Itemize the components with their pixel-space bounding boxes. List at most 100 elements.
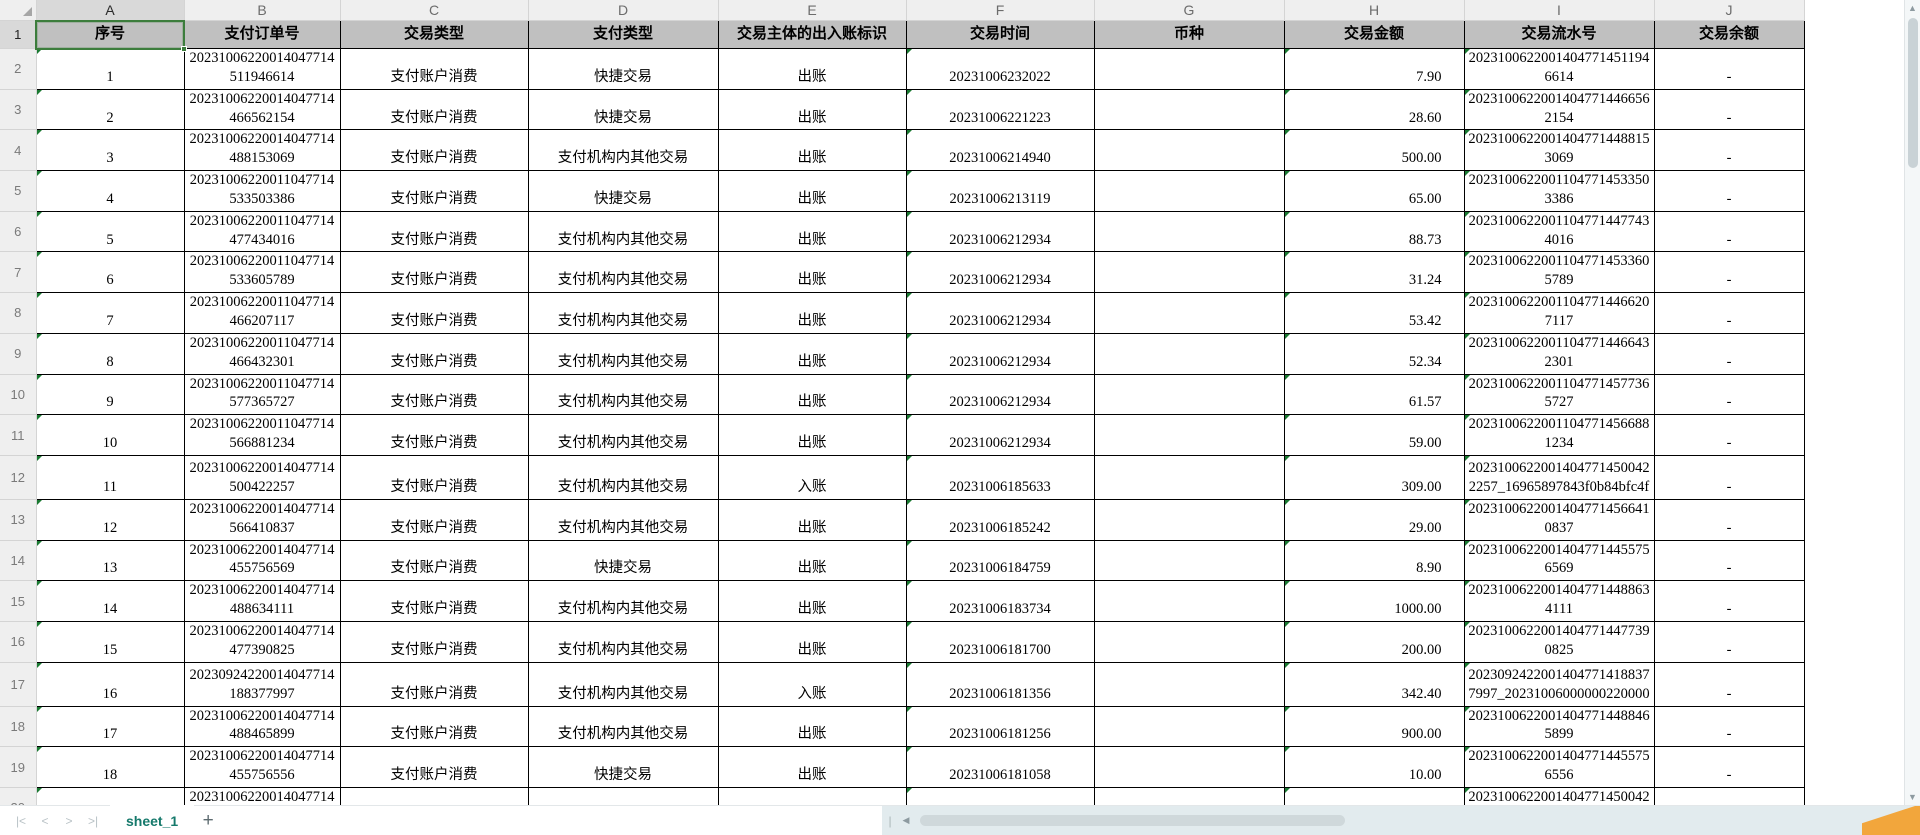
cell-seq[interactable]: 2 [35,88,185,131]
cell-txn-type[interactable]: 支付账户消费 [339,414,529,456]
row-number-19[interactable]: 19 [0,746,37,788]
cell-order-no[interactable]: 20231006220011047714466432301 [183,332,341,375]
cell-balance[interactable]: - [1653,48,1805,90]
cell-pay-type[interactable]: 支付机构内其他交易 [527,580,719,622]
cell-currency[interactable] [1093,48,1285,90]
cell-direction[interactable]: 出账 [717,620,907,663]
cell-amount[interactable]: 61.57 [1283,373,1465,416]
cell-serial-no[interactable]: 20231006220014047714466562154 [1463,88,1655,131]
cell-direction[interactable]: 入账 [717,661,907,707]
cell-direction[interactable]: 出账 [717,129,907,172]
cell-txn-type[interactable]: 支付账户消费 [339,251,529,294]
cell-serial-no[interactable]: 20231006220014047714455756569 [1463,539,1655,582]
cell-balance[interactable]: - [1653,661,1805,707]
header-cell-direction[interactable]: 交易主体的出入账标识 [717,20,907,49]
row-number-3[interactable]: 3 [0,89,37,131]
cell-currency[interactable] [1093,210,1285,253]
cell-seq[interactable]: 19 [35,787,185,805]
cell-balance[interactable]: - [1653,705,1805,748]
split-handle-icon[interactable]: | [888,813,892,828]
cell-pay-type[interactable]: 支付机构内其他交易 [527,414,719,456]
row-number-15[interactable]: 15 [0,580,37,622]
cell-order-no[interactable]: 20231006220014047714488634111 [183,580,341,622]
cell-seq[interactable]: 18 [35,746,185,788]
cell-order-no[interactable]: 20231006220014047714488153069 [183,129,341,172]
cell-direction[interactable]: 出账 [717,746,907,788]
cell-balance[interactable]: - [1653,332,1805,375]
cell-txn-type[interactable]: 支付账户消费 [339,705,529,748]
cell-txn-time[interactable]: 20231006181058 [905,746,1095,788]
cell-pay-type[interactable]: 支付机构内其他交易 [527,373,719,416]
cell-txn-time[interactable]: 20231006212934 [905,251,1095,294]
column-header-E[interactable]: E [718,0,907,21]
cell-order-no[interactable]: 20231006220011047714577365727 [183,373,341,416]
cell-balance[interactable]: - [1653,539,1805,582]
cell-balance[interactable]: - [1653,129,1805,172]
cell-currency[interactable] [1093,498,1285,541]
cell-currency[interactable] [1093,129,1285,172]
cell-txn-time[interactable]: 20231006212934 [905,414,1095,456]
cell-seq[interactable]: 10 [35,414,185,456]
cell-pay-type[interactable]: 支付机构内其他交易 [527,705,719,748]
cell-txn-time[interactable]: 20231006221223 [905,88,1095,131]
column-header-F[interactable]: F [906,0,1095,21]
cell-balance[interactable]: - [1653,373,1805,416]
cell-amount[interactable]: 8.90 [1283,539,1465,582]
header-cell-txn-time[interactable]: 交易时间 [905,20,1095,49]
cell-amount[interactable]: 309.00 [1283,454,1465,500]
cell-serial-no[interactable]: 20231006220011047714466207117 [1463,292,1655,334]
cell-balance[interactable]: - [1653,88,1805,131]
cell-seq[interactable]: 15 [35,620,185,663]
cell-txn-type[interactable]: 支付账户消费 [339,48,529,90]
row-number-1[interactable]: 1 [0,20,37,49]
column-header-G[interactable]: G [1094,0,1285,21]
cell-seq[interactable]: 16 [35,661,185,707]
cell-txn-time[interactable]: 20231006180728 [905,787,1095,805]
cell-serial-no[interactable]: 20231006220014047714511946614 [1463,48,1655,90]
cell-txn-type[interactable]: 支付账户消费 [339,661,529,707]
header-cell-balance[interactable]: 交易余额 [1653,20,1805,49]
cell-pay-type[interactable]: 支付机构内其他交易 [527,454,719,500]
cell-balance[interactable]: - [1653,580,1805,622]
row-number-8[interactable]: 8 [0,292,37,334]
cell-amount[interactable]: 28.60 [1283,88,1465,131]
cell-serial-no[interactable]: 20231006220014047714477390825 [1463,620,1655,663]
cell-txn-time[interactable]: 20231006212934 [905,210,1095,253]
grid-scroll-region[interactable]: A B C D E F G H I J 1 序号 支付订单号 交易类型 支付类型 [0,0,1904,805]
cell-direction[interactable]: 出账 [717,48,907,90]
cell-currency[interactable] [1093,251,1285,294]
cell-order-no[interactable]: 20231006220014047714455756569 [183,539,341,582]
cell-txn-time[interactable]: 20231006184759 [905,539,1095,582]
cell-serial-no[interactable]: 20231006220014047714488153069 [1463,129,1655,172]
cell-serial-no[interactable]: 20231006220014047714488634111 [1463,580,1655,622]
cell-txn-type[interactable]: 支付账户消费 [339,129,529,172]
cell-amount[interactable]: 10.00 [1283,746,1465,788]
cell-txn-time[interactable]: 20231006232022 [905,48,1095,90]
cell-serial-no[interactable]: 20231006220014047714500422257 [1463,787,1655,805]
column-header-B[interactable]: B [184,0,341,21]
cell-currency[interactable] [1093,170,1285,212]
cell-txn-type[interactable]: 支付账户消费 [339,498,529,541]
header-cell-serial-no[interactable]: 交易流水号 [1463,20,1655,49]
cell-currency[interactable] [1093,454,1285,500]
cell-pay-type[interactable]: 快捷交易 [527,170,719,212]
vertical-scroll-thumb[interactable] [1907,18,1918,168]
cell-seq[interactable]: 13 [35,539,185,582]
cell-txn-type[interactable]: 支付账户消费 [339,292,529,334]
cell-txn-time[interactable]: 20231006212934 [905,332,1095,375]
cell-txn-time[interactable]: 20231006212934 [905,292,1095,334]
cell-serial-no[interactable]: 20231006220011047714533503386 [1463,170,1655,212]
cell-order-no[interactable]: 20231006220011047714477434016 [183,210,341,253]
cell-amount[interactable]: 53.42 [1283,292,1465,334]
cell-txn-time[interactable]: 20231006213119 [905,170,1095,212]
cell-pay-type[interactable]: 快捷交易 [527,539,719,582]
cell-amount[interactable]: 52.34 [1283,332,1465,375]
scroll-left-icon[interactable]: ◀ [902,815,910,825]
cell-direction[interactable]: 出账 [717,498,907,541]
cell-txn-type[interactable]: 支付账户消费 [339,373,529,416]
select-all-corner[interactable] [0,0,37,21]
scroll-down-icon[interactable]: ▼ [1908,792,1917,802]
cell-txn-time[interactable]: 20231006214940 [905,129,1095,172]
cell-seq[interactable]: 11 [35,454,185,500]
column-header-D[interactable]: D [528,0,719,21]
